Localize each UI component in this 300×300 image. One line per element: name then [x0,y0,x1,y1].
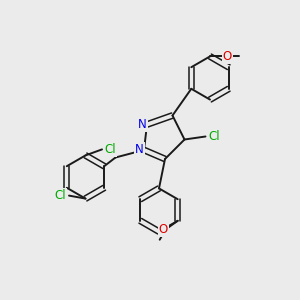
Text: N: N [135,143,144,156]
Text: N: N [138,118,147,131]
Text: Cl: Cl [55,189,66,202]
Text: O: O [159,223,168,236]
Text: Cl: Cl [208,130,220,143]
Text: Cl: Cl [105,143,116,156]
Text: O: O [223,50,232,63]
